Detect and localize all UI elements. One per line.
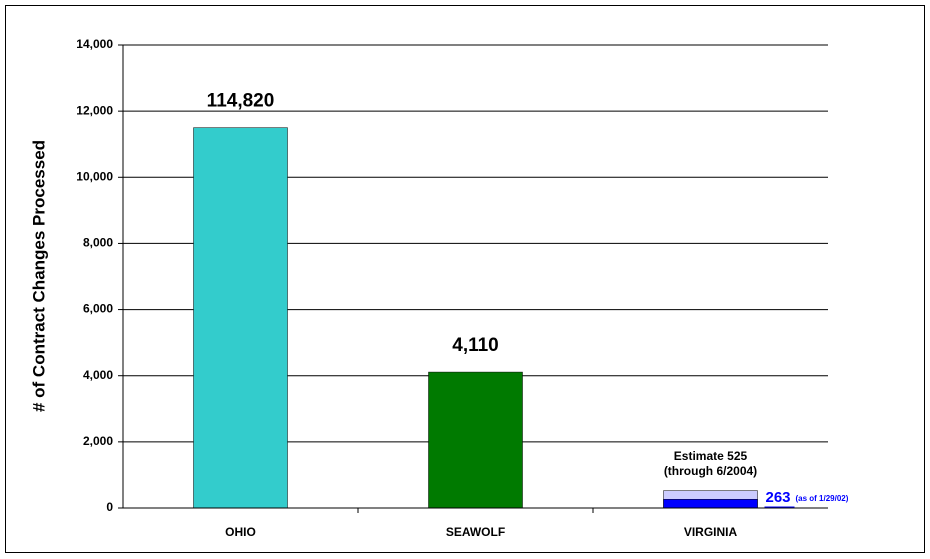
bar <box>193 127 288 509</box>
y-tick-label: 0 <box>106 500 113 514</box>
y-tick-label: 2,000 <box>83 434 113 448</box>
y-tick-label: 8,000 <box>83 236 113 250</box>
bar <box>663 499 758 509</box>
bar-annotation: 4,110 <box>452 335 499 356</box>
x-tick-label: SEAWOLF <box>446 525 505 539</box>
y-axis-title: # of Contract Changes Processed <box>29 140 48 412</box>
estimate-label: Estimate 525 <box>674 449 748 463</box>
y-tick-label: 4,000 <box>83 368 113 382</box>
y-tick-label: 14,000 <box>76 37 113 51</box>
y-tick-label: 10,000 <box>76 169 113 183</box>
x-tick-label: OHIO <box>225 525 256 539</box>
estimate-label: (through 6/2004) <box>664 464 757 478</box>
x-tick-label: VIRGINIA <box>684 525 738 539</box>
bar-annotation: 114,820 <box>207 91 275 112</box>
value-note: (as of 1/29/02) <box>796 494 849 503</box>
value-label: 263 <box>766 489 791 506</box>
y-tick-label: 12,000 <box>76 103 113 117</box>
bar <box>428 371 523 509</box>
y-tick-label: 6,000 <box>83 302 113 316</box>
